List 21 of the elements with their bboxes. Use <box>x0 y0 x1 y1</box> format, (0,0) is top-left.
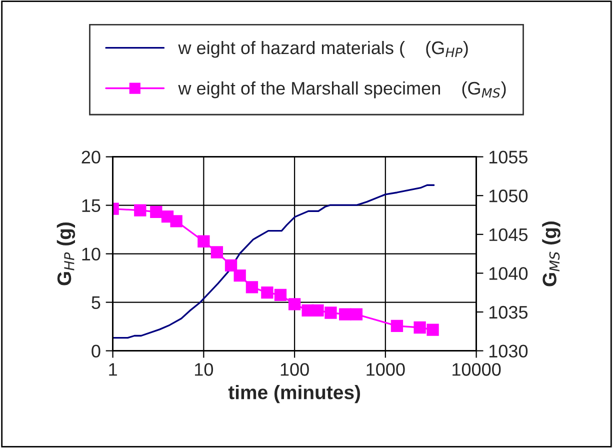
y2-tick-label: 1035 <box>489 306 528 319</box>
x-tick-label: 1000 <box>366 363 405 376</box>
legend-label: w eight of the Marshall specimen (G$_{MS}$) <box>178 81 506 98</box>
legend-label: w eight of hazard materials ( (G$_{HP}$) <box>178 40 468 58</box>
y2-tick-label: 1030 <box>489 344 528 358</box>
y-tick-label: 15 <box>82 199 100 212</box>
x-tick-label: 10000 <box>452 363 501 376</box>
y-axis-title: G$_{HP}$ (g) <box>56 222 76 286</box>
y-tick-label: 20 <box>82 150 100 164</box>
x-axis-title: time (minutes) <box>228 384 360 404</box>
x-tick-label: 100 <box>280 363 309 376</box>
y-tick-label: 0 <box>92 344 100 358</box>
x-tick-label: 1 <box>109 363 117 376</box>
y2-tick-label: 1040 <box>489 267 528 280</box>
y-tick-label: 10 <box>82 248 100 261</box>
y2-tick-label: 1050 <box>489 190 528 202</box>
y2-tick-label: 1055 <box>489 150 528 164</box>
x-tick-label: 10 <box>195 363 214 376</box>
y-tick-label: 5 <box>92 296 100 310</box>
y2-axis-title: G$_{MS}$ (g) <box>542 222 560 286</box>
y2-tick-label: 1045 <box>489 228 528 242</box>
